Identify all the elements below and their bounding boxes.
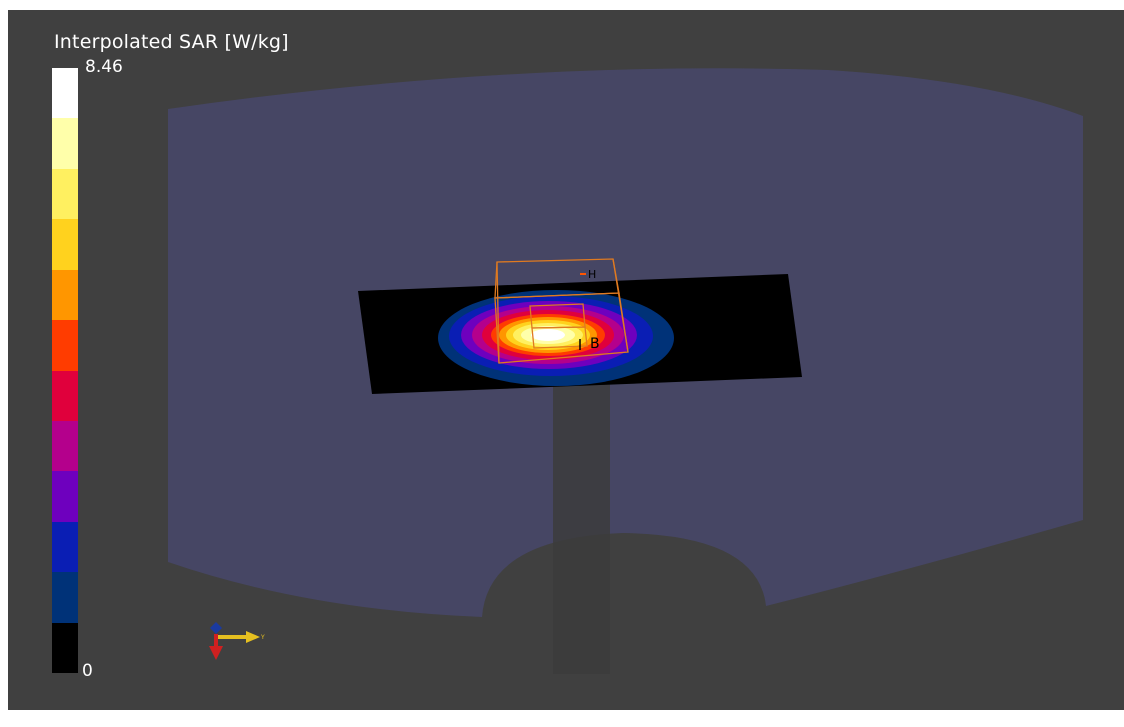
sar-hotspot — [438, 290, 674, 386]
legend-min-label: 0 — [82, 661, 93, 681]
color-swatch — [52, 320, 78, 371]
3d-viewport[interactable]: H B Y Interpolated SAR [W/kg] 8.46 0 — [8, 10, 1124, 710]
color-swatch — [52, 168, 78, 220]
legend-title: Interpolated SAR [W/kg] — [54, 31, 289, 53]
color-swatch — [52, 572, 78, 623]
color-swatch — [52, 370, 78, 421]
color-swatch — [52, 68, 78, 119]
orientation-axes: Y — [209, 622, 265, 660]
color-scale-bar — [52, 68, 78, 674]
color-swatch — [52, 420, 78, 472]
support-column — [553, 380, 610, 674]
wireframe-boxes — [494, 258, 629, 364]
color-swatch — [52, 622, 78, 674]
probe-b-label: B — [590, 336, 600, 352]
legend-max-label: 8.46 — [85, 57, 123, 77]
color-swatch — [52, 269, 78, 321]
y-axis-label: Y — [260, 634, 265, 641]
color-swatch — [52, 219, 78, 270]
probe-h-label: H — [588, 268, 596, 281]
color-swatch — [52, 471, 78, 522]
color-swatch — [52, 118, 78, 169]
color-swatch — [52, 521, 78, 573]
sar-scene: H B Y — [168, 68, 1083, 674]
